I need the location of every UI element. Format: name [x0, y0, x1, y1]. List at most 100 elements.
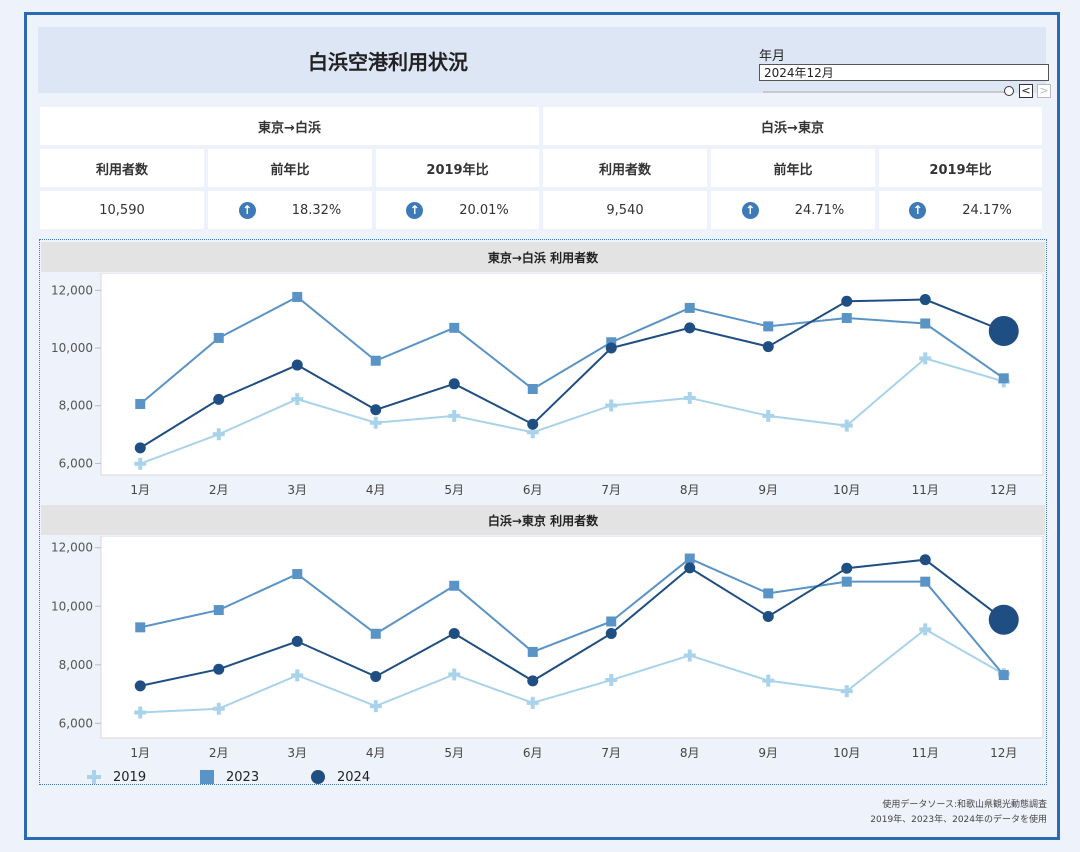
data-point-2019: [919, 623, 932, 636]
kpi-route2-vs2019-cell: ↑ 24.17%: [879, 191, 1042, 229]
kpi-route2-yoy-label: 前年比: [711, 149, 875, 187]
x-tick-label: 9月: [758, 483, 778, 497]
chart1-line-chart: 6,000 8,000 10,000 12,000 1月 2月 3月 4月 5月 6月 7月 8月 9月…: [51, 273, 1044, 497]
date-slider-handle[interactable]: [1004, 86, 1014, 96]
data-point-2023: [527, 646, 538, 657]
data-point-2024: [919, 294, 931, 306]
data-point-2024: [527, 675, 539, 687]
data-point-2019: [762, 674, 775, 687]
data-point-2024: [134, 442, 146, 454]
data-point-2019: [840, 419, 853, 432]
data-point-2019: [448, 409, 461, 422]
year-month-filter-input[interactable]: 2024年12月: [759, 64, 1049, 81]
data-point-2023: [998, 373, 1009, 384]
data-point-2024: [291, 359, 303, 371]
footnote-source: 使用データソース:和歌山県観光動態調査: [882, 800, 1047, 810]
x-tick-label: 6月: [523, 483, 543, 497]
legend-item-2024[interactable]: 2024: [311, 767, 370, 787]
filter-label: 年月: [759, 49, 786, 64]
series-line-2024: [139, 298, 1005, 449]
data-point-2019: [683, 649, 696, 662]
x-tick-label: 4月: [366, 483, 386, 497]
y-tick-label: 12,000: [51, 541, 93, 555]
data-point-2023: [763, 321, 774, 332]
data-point-2024: [605, 627, 617, 639]
kpi-route2-vs2019-value: 24.17%: [962, 202, 1012, 218]
data-point-2024: [684, 562, 696, 574]
legend-item-2023[interactable]: 2023: [200, 767, 259, 787]
kpi-route2-vs2019-label: 2019年比: [879, 149, 1042, 187]
data-point-2023: [606, 337, 617, 348]
legend-item-2019[interactable]: 2019: [87, 767, 146, 787]
data-point-2024: [762, 611, 774, 623]
data-point-2019: [605, 674, 618, 687]
data-point-2024: [448, 627, 460, 639]
data-point-2019: [134, 457, 147, 470]
kpi-route2-title: 白浜→東京: [543, 107, 1042, 145]
data-point-2023: [920, 318, 931, 329]
data-point-2019: [526, 696, 539, 709]
data-point-2024-highlight: [988, 604, 1019, 635]
kpi-route1-yoy-label: 前年比: [208, 149, 372, 187]
y-tick-label: 8,000: [59, 399, 93, 413]
data-point-2024: [370, 671, 382, 683]
data-point-2023: [998, 670, 1009, 681]
x-tick-label: 8月: [680, 483, 700, 497]
y-tick-label: 6,000: [59, 716, 93, 730]
y-tick-label: 8,000: [59, 658, 93, 672]
chart2-line-chart: 6,000 8,000 10,000 12,000 1月 2月 3月 4月 5月 6月 7月 8月 9月…: [51, 536, 1044, 760]
data-point-2024: [841, 295, 853, 307]
data-point-2024: [527, 418, 539, 430]
data-point-2024: [370, 404, 382, 416]
legend-label-2024: 2024: [337, 769, 371, 785]
circle-marker-icon: [311, 770, 325, 784]
x-tick-label: 4月: [366, 746, 386, 760]
legend-label-2023: 2023: [226, 769, 260, 785]
data-point-2023: [213, 332, 224, 343]
x-tick-label: 12月: [990, 483, 1017, 497]
charts-panel: [39, 239, 1047, 785]
arrow-up-circle-icon: ↑: [909, 201, 927, 219]
x-tick-label: 10月: [833, 483, 860, 497]
data-point-2023: [920, 576, 931, 587]
arrow-up-circle-icon: ↑: [741, 201, 759, 219]
y-tick-label: 6,000: [59, 456, 93, 470]
data-point-2024: [762, 341, 774, 353]
series-line-2023: [140, 557, 1005, 676]
x-tick-label: 5月: [444, 483, 464, 497]
x-tick-label: 11月: [912, 483, 939, 497]
data-point-2023: [841, 313, 852, 324]
data-point-2024: [291, 635, 303, 647]
data-point-2024: [919, 554, 931, 566]
data-point-2023: [135, 622, 146, 633]
kpi-route2-users-value: 9,540: [543, 191, 707, 229]
kpi-route1-users-value: 10,590: [40, 191, 204, 229]
kpi-route2-yoy-cell: ↑ 24.71%: [711, 191, 875, 229]
prev-month-button[interactable]: <: [1019, 84, 1033, 98]
x-tick-label: 7月: [601, 746, 621, 760]
data-point-2024: [684, 322, 696, 334]
data-point-2019: [840, 685, 853, 698]
square-marker-icon: [200, 770, 214, 784]
data-point-2023: [449, 322, 460, 333]
data-point-2019: [369, 700, 382, 713]
data-point-2019: [448, 668, 461, 681]
kpi-route1-vs2019-cell: ↑ 20.01%: [376, 191, 539, 229]
kpi-route1-users-label: 利用者数: [40, 149, 204, 187]
header: 白浜空港利用状況 年月 2024年12月 < >: [38, 27, 1051, 98]
kpi-route1-yoy-value: 18.32%: [291, 202, 342, 218]
next-month-button[interactable]: >: [1037, 84, 1051, 98]
arrow-up-circle-icon: ↑: [406, 201, 424, 219]
x-tick-label: 11月: [912, 746, 939, 760]
series-line-2019: [139, 357, 1005, 465]
x-tick-label: 7月: [601, 483, 621, 497]
page-title: 白浜空港利用状況: [308, 49, 468, 74]
data-point-2024: [134, 680, 146, 692]
dashboard-frame: 白浜空港利用状況 年月 2024年12月 < > 東京→白浜 白浜→東京 利用者…: [24, 12, 1060, 840]
data-point-2019: [919, 352, 932, 365]
date-slider-track[interactable]: [763, 91, 1008, 93]
x-tick-label: 5月: [444, 746, 464, 760]
data-point-2019: [526, 426, 539, 439]
y-tick-label: 10,000: [51, 599, 93, 613]
kpi-route1-yoy-cell: ↑ 18.32%: [208, 191, 372, 229]
